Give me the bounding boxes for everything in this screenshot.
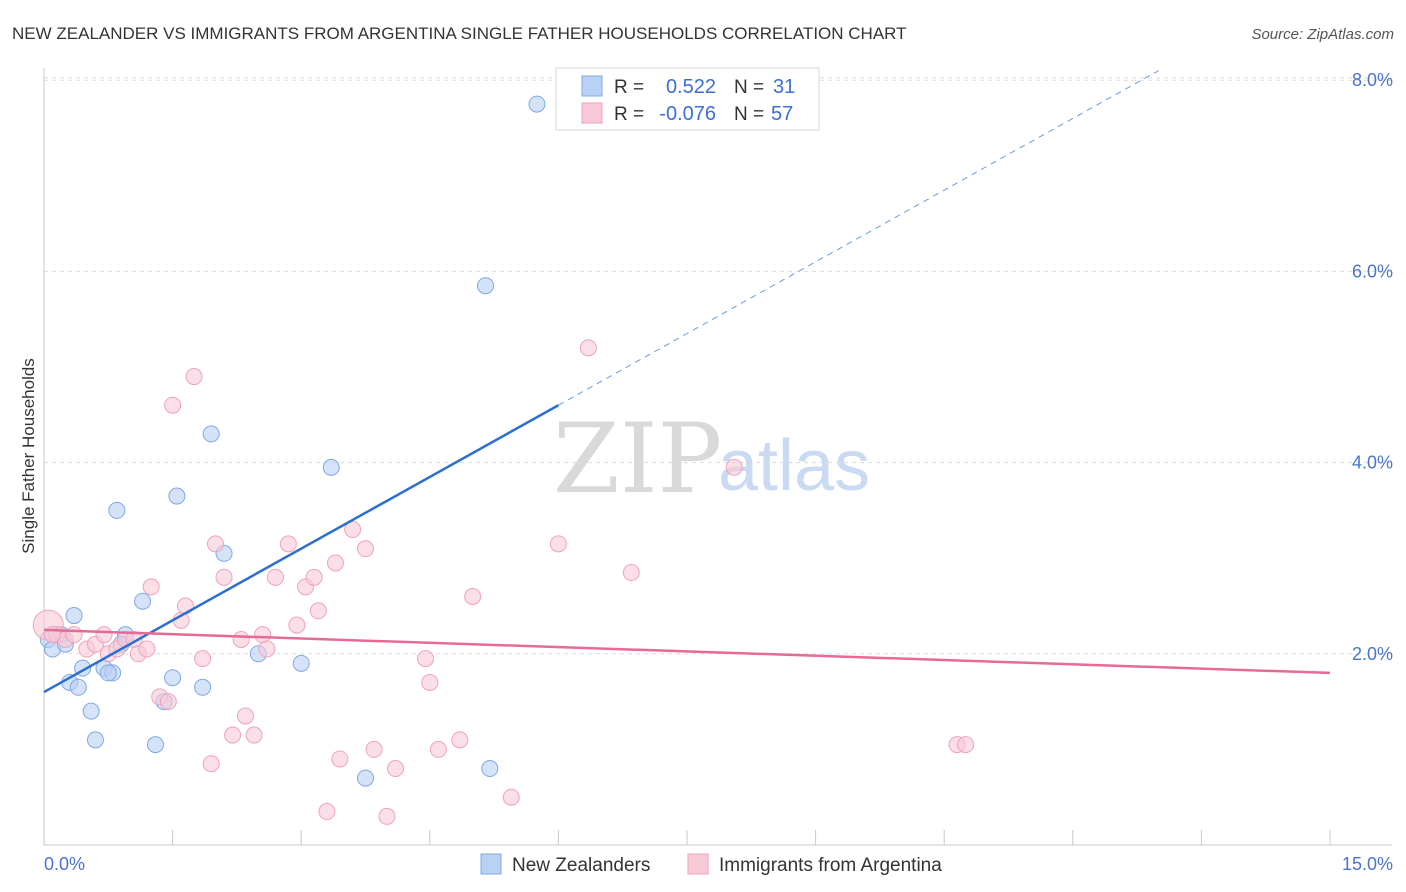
series-legend-swatch-ar [687,853,709,875]
point-s1-39 [344,521,362,539]
trend-layer [43,70,1331,694]
point-s1-26 [236,707,254,725]
point-s1-27 [245,726,263,744]
point-s1-36 [318,803,336,821]
point-s0-17 [146,736,164,754]
point-s0-27 [357,769,374,787]
series-legend: New Zealanders Immigrants from Argentina [480,853,942,876]
stats-legend: R = 0.522 N = 31 R = -0.076 N = 57 [555,67,820,131]
y-tick-labels: 2.0% 4.0% 6.0% 8.0% [1352,70,1393,664]
stats-legend-n-label-nz: N = [734,77,764,98]
y-tick-label-1: 4.0% [1352,453,1393,473]
series-legend-swatch-nz [480,853,502,875]
point-s0-9 [86,731,104,749]
x-axis-ticks [43,830,1331,845]
gridlines [44,77,1392,655]
point-s1-51 [579,339,597,357]
point-s0-21 [194,678,212,696]
point-s1-13 [142,578,160,596]
stats-legend-r-value-ar: -0.076 [659,103,716,125]
y-tick-label-3: 8.0% [1352,70,1393,90]
point-s1-42 [378,807,396,825]
x-tick-label-min: 0.0% [44,854,85,874]
point-s0-25 [292,654,310,672]
point-s1-23 [215,568,233,586]
point-s1-53 [725,458,743,476]
point-s1-44 [417,650,435,668]
point-s1-46 [429,740,447,758]
series-legend-label-nz: New Zealanders [512,855,650,876]
point-s0-8 [82,702,100,720]
series-0 [39,95,546,787]
point-s0-12 [99,664,117,682]
y-axis-label: Single Father Households [19,358,38,554]
point-s0-22 [202,425,220,443]
point-s0-26 [322,458,340,476]
point-s1-55 [957,736,975,754]
point-s0-30 [528,95,546,113]
stats-legend-n-value-nz: 31 [773,76,795,98]
x-tick-label-max: 15.0% [1342,854,1393,874]
point-s1-25 [232,630,250,648]
point-s1-45 [421,673,439,691]
trend-line-1 [43,628,1331,675]
series-1 [32,339,975,825]
point-s1-21 [202,755,220,773]
stats-legend-n-label-ar: N = [734,104,764,125]
point-s0-7 [69,678,87,696]
point-s1-40 [357,540,374,558]
point-s1-31 [279,535,297,553]
trend-line-0 [43,404,560,694]
point-s1-18 [176,597,194,615]
point-s1-34 [305,568,323,586]
watermark: ZIP atlas [553,403,870,515]
trend-line-extension-0 [558,70,1159,406]
point-s1-19 [185,368,203,386]
watermark-zip: ZIP [553,403,722,515]
point-s1-15 [159,693,177,711]
point-s1-37 [326,554,344,572]
point-s1-52 [622,564,640,582]
point-s1-24 [224,726,242,744]
point-s1-43 [387,760,405,778]
stats-legend-swatch-ar [581,102,603,124]
point-s1-41 [365,740,383,758]
point-s0-19 [168,487,186,505]
stats-legend-r-label-ar: R = [614,104,644,125]
series-layer [32,95,975,825]
point-s1-3 [65,626,83,644]
point-s0-16 [134,592,152,610]
stats-legend-n-value-ar: 57 [771,103,793,125]
point-s0-29 [481,760,499,778]
point-s1-30 [266,568,284,586]
point-s1-32 [288,616,306,634]
point-s1-47 [451,731,469,749]
chart-title: NEW ZEALANDER VS IMMIGRANTS FROM ARGENTI… [12,24,907,43]
point-s1-35 [309,602,327,620]
point-s0-20 [164,669,182,687]
point-s1-50 [549,535,567,553]
point-s1-16 [164,396,182,414]
point-s1-48 [464,587,482,605]
point-s1-6 [95,626,113,644]
y-tick-label-0: 2.0% [1352,644,1393,664]
stats-legend-r-label-nz: R = [614,77,644,98]
stats-legend-r-value-nz: 0.522 [666,76,716,98]
point-s0-28 [477,277,495,295]
series-legend-label-ar: Immigrants from Argentina [719,855,942,876]
point-s0-13 [108,501,126,519]
y-tick-label-2: 6.0% [1352,261,1393,281]
point-s1-22 [206,535,224,553]
watermark-atlas: atlas [718,426,870,506]
point-s1-38 [331,750,349,768]
stats-legend-swatch-nz [581,75,603,97]
point-s1-28 [254,626,272,644]
point-s1-29 [258,640,276,658]
point-s1-12 [138,640,156,658]
point-s1-49 [502,788,520,806]
chart-source: Source: ZipAtlas.com [1251,26,1394,43]
point-s1-20 [194,650,212,668]
point-s0-4 [65,607,83,625]
